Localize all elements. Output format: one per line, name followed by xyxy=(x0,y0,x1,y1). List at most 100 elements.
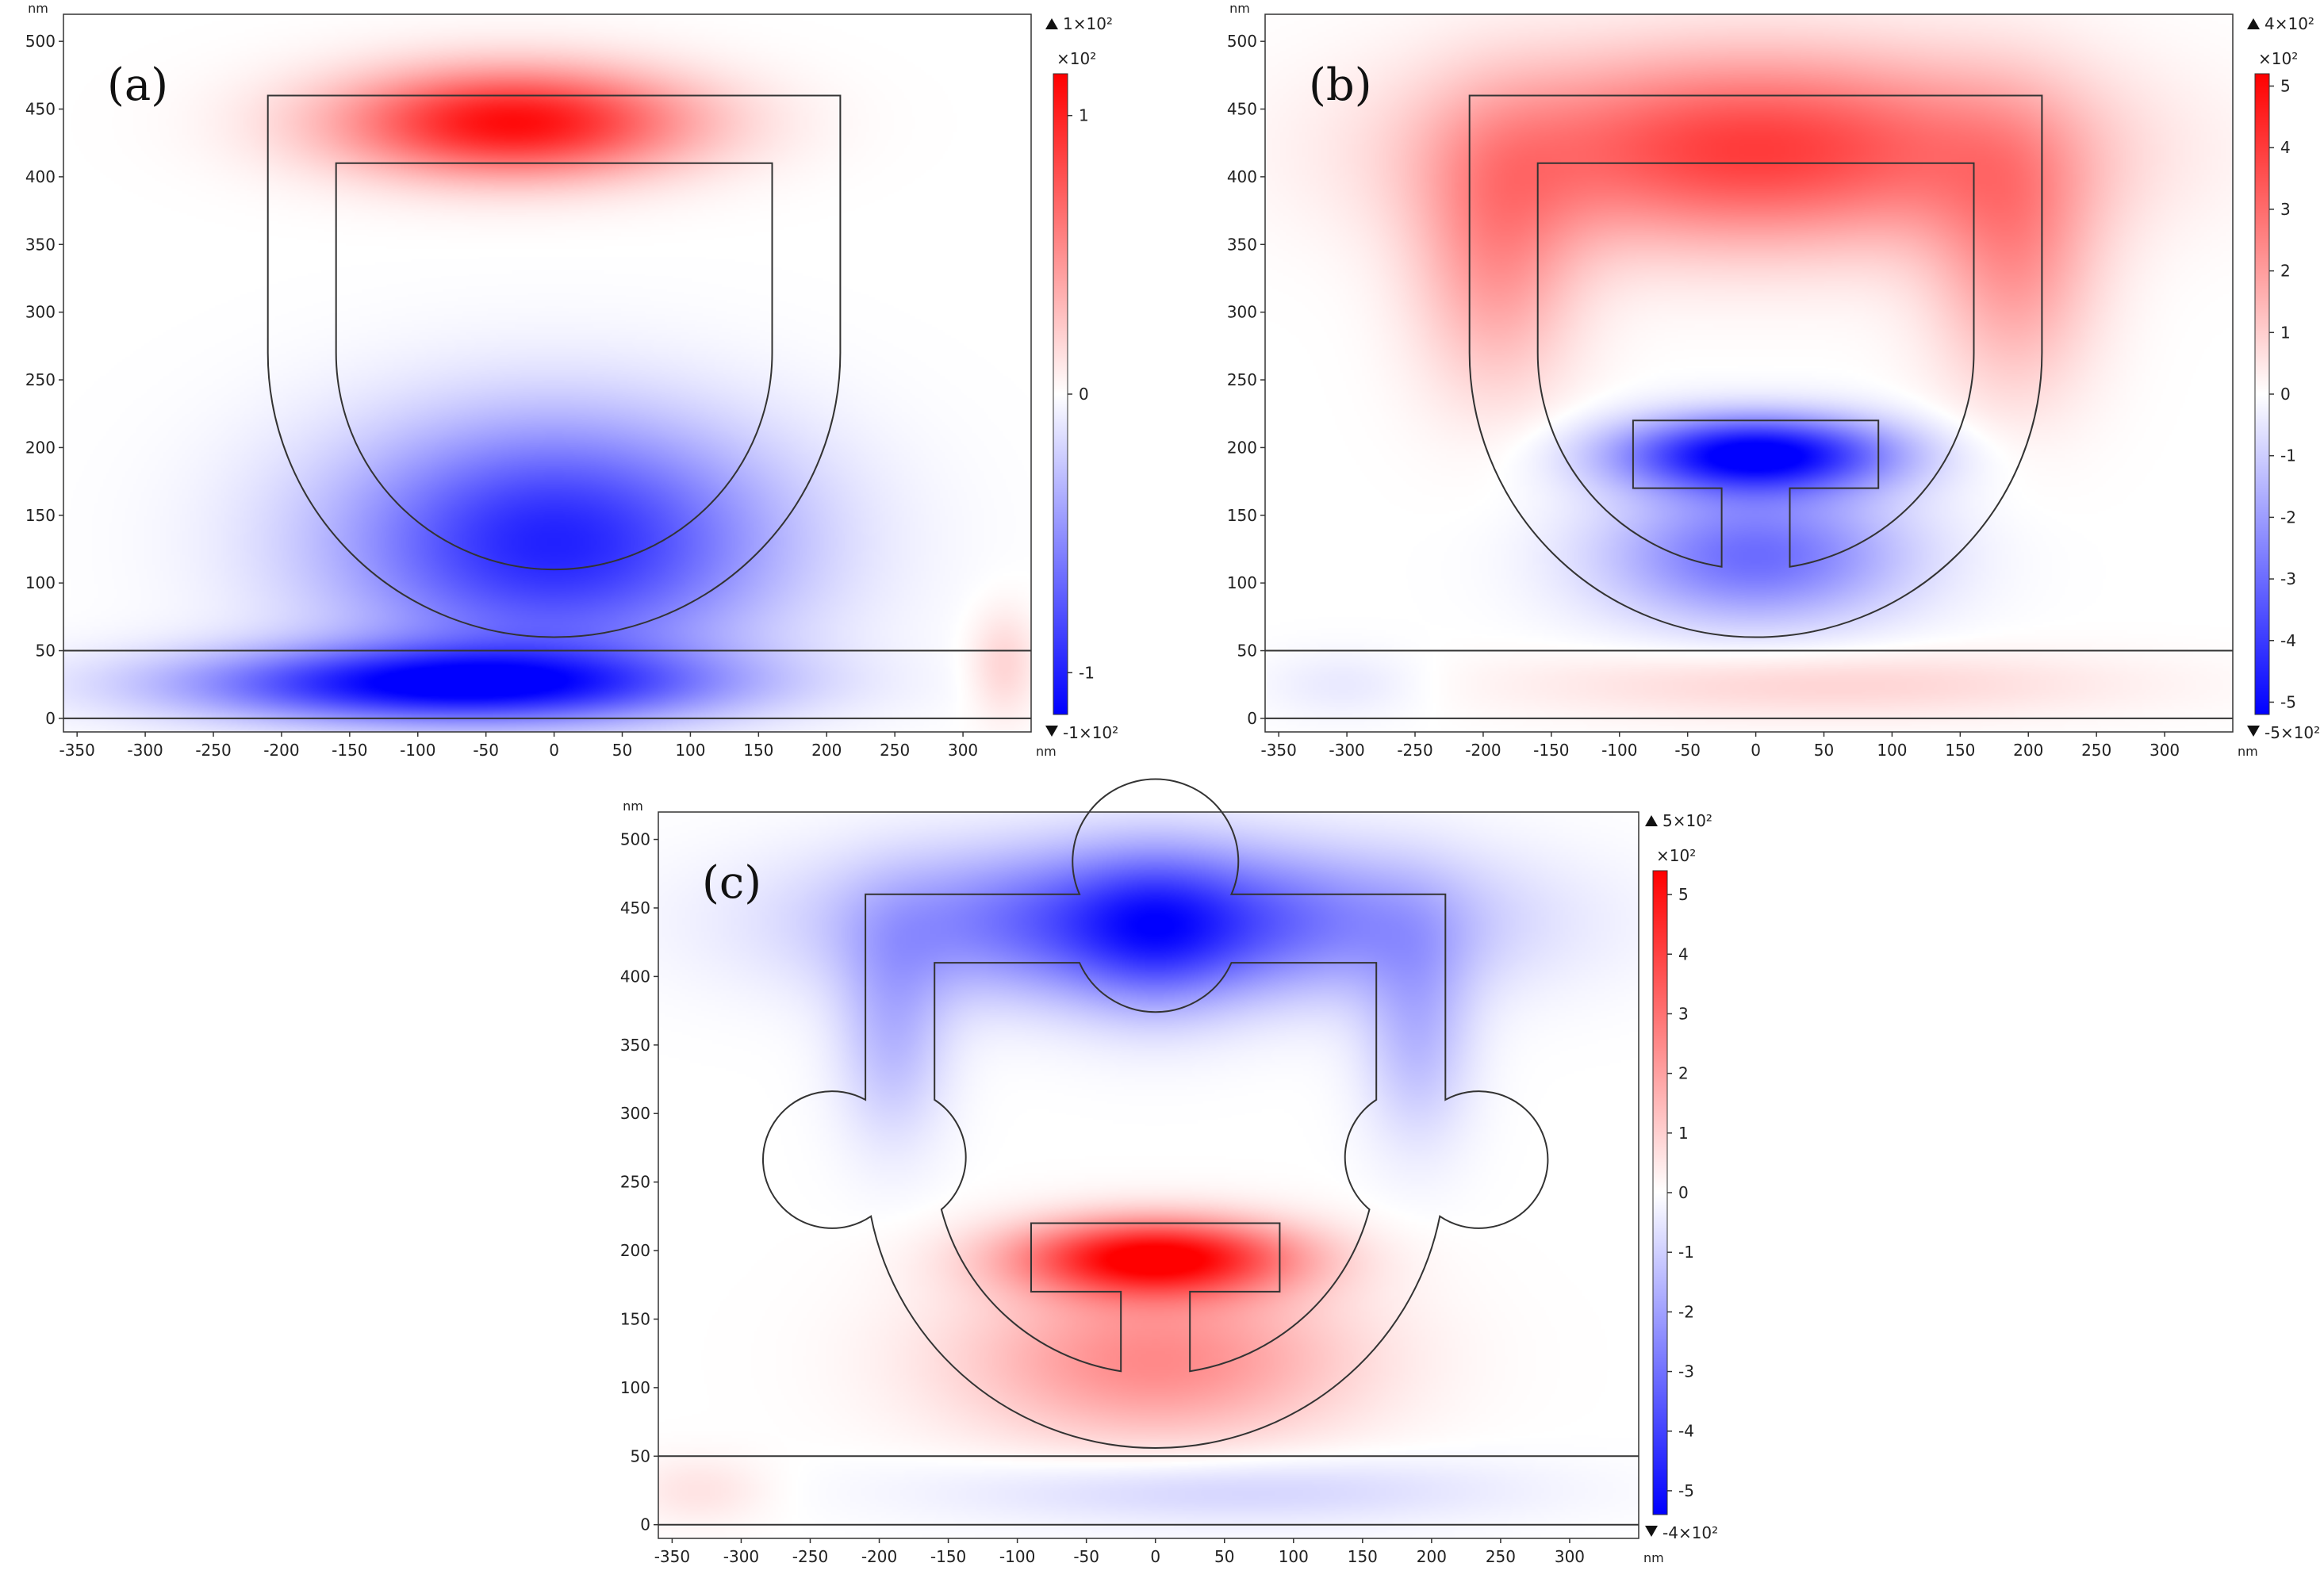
x-tick-label: -50 xyxy=(1674,741,1701,760)
y-tick-label: 300 xyxy=(1227,303,1257,322)
x-tick-label: 300 xyxy=(948,741,978,760)
colorbar-tick-label: 4 xyxy=(2280,138,2291,157)
y-tick-label: 50 xyxy=(1237,642,1257,661)
x-tick-label: 0 xyxy=(1751,741,1761,760)
x-tick-label: -200 xyxy=(861,1547,897,1566)
colorbar-tick-label: -4 xyxy=(2280,631,2296,650)
y-tick-label: 200 xyxy=(1227,438,1257,457)
colorbar-min-label: -1×10² xyxy=(1063,723,1118,742)
x-tick-label: -300 xyxy=(127,741,163,760)
x-tick-label: 50 xyxy=(1214,1547,1234,1566)
colorbar-scale-label: ×10² xyxy=(1057,49,1096,68)
y-tick-label: 450 xyxy=(25,100,56,119)
x-tick-label: 100 xyxy=(675,741,705,760)
y-tick-label: 350 xyxy=(25,235,56,254)
colorbar-max-label: 5×10² xyxy=(1662,811,1712,830)
x-tick-label: 50 xyxy=(612,741,632,760)
colorbar-tick-label: 1 xyxy=(2280,323,2291,342)
y-tick-label: 500 xyxy=(25,32,56,51)
x-tick-label: -250 xyxy=(195,741,231,760)
colorbar-max-label: 1×10² xyxy=(1063,14,1113,33)
y-tick-label: 200 xyxy=(620,1241,650,1260)
x-tick-label: -250 xyxy=(792,1547,828,1566)
panel-label: (c) xyxy=(702,857,761,909)
min-triangle-icon xyxy=(2247,726,2260,737)
x-tick-label: -150 xyxy=(930,1547,966,1566)
colorbar-tick-label: 0 xyxy=(1079,385,1089,404)
colorbar-tick-label: -3 xyxy=(1678,1362,1694,1381)
y-tick-label: 300 xyxy=(620,1104,650,1123)
colorbar-tick-label: 2 xyxy=(2280,262,2291,281)
y-tick-label: 400 xyxy=(1227,167,1257,186)
colorbar-scale-label: ×10² xyxy=(1656,846,1696,865)
y-tick-label: 0 xyxy=(1247,709,1257,728)
y-tick-label: 250 xyxy=(25,370,56,389)
y-tick-label: 300 xyxy=(25,303,56,322)
colorbar-min-label: -5×10² xyxy=(2265,723,2320,742)
y-tick-label: 500 xyxy=(1227,32,1257,51)
min-triangle-icon xyxy=(1645,1526,1658,1537)
x-tick-label: 300 xyxy=(1555,1547,1585,1566)
y-tick-label: 0 xyxy=(640,1515,650,1534)
field-map xyxy=(63,14,1031,732)
y-tick-label: 100 xyxy=(25,573,56,592)
panel-label: (b) xyxy=(1309,59,1372,111)
colorbar-tick-label: -2 xyxy=(1678,1302,1694,1321)
y-tick-label: 250 xyxy=(620,1173,650,1192)
y-unit-label: nm xyxy=(1229,1,1250,16)
x-tick-label: -150 xyxy=(332,741,367,760)
y-tick-label: 400 xyxy=(25,167,56,186)
ring-outer-outline xyxy=(1468,94,2043,638)
x-tick-label: -150 xyxy=(1533,741,1569,760)
x-tick-label: 200 xyxy=(811,741,842,760)
x-tick-label: -300 xyxy=(1329,741,1364,760)
panel-a: -350 -300 -250 -200 -150 -100 -50 0 50 100 150 200 2… xyxy=(25,1,1118,760)
ring-outer-outline xyxy=(267,94,842,638)
colorbar: 5 4 3 2 1 0 -1 -2 -3 -4 -5 4×10² ×10² -5×10² xyxy=(2247,14,2320,742)
colorbar-max-label: 4×10² xyxy=(2265,14,2314,33)
colorbar: 1 0 -1 1×10² ×10² -1×10² xyxy=(1045,14,1118,742)
colorbar-tick-label: 1 xyxy=(1678,1124,1689,1143)
field-map xyxy=(1265,14,2233,732)
y-tick-label: 450 xyxy=(620,898,650,917)
colorbar-tick-label: 5 xyxy=(2280,77,2291,96)
plot-frame xyxy=(63,13,1032,733)
y-tick-label: 350 xyxy=(1227,235,1257,254)
colorbar-tick-label: 5 xyxy=(1678,885,1689,904)
x-tick-label: 250 xyxy=(1486,1547,1516,1566)
x-tick-label: -350 xyxy=(59,741,94,760)
x-tick-label: 200 xyxy=(2013,741,2043,760)
colorbar: 5 4 3 2 1 0 -1 -2 -3 -4 -5 5×10² ×10² -4×10² xyxy=(1645,811,1718,1542)
x-tick-label: 50 xyxy=(1814,741,1834,760)
x-tick-label: 300 xyxy=(2150,741,2180,760)
x-tick-label: 200 xyxy=(1417,1547,1447,1566)
x-tick-label: -100 xyxy=(999,1547,1035,1566)
field-map xyxy=(658,812,1639,1538)
y-unit-label: nm xyxy=(623,799,643,814)
ring-inner-t-outline xyxy=(934,962,1378,1373)
y-tick-label: 50 xyxy=(631,1446,650,1465)
colorbar-tick-label: -1 xyxy=(2280,446,2296,465)
colorbar-tick-label: -1 xyxy=(1079,663,1095,682)
colorbar-tick-label: -4 xyxy=(1678,1422,1694,1441)
y-tick-label: 350 xyxy=(620,1036,650,1055)
colorbar-tick-label: 0 xyxy=(2280,385,2291,404)
min-triangle-icon xyxy=(1045,726,1058,737)
y-tick-label: 150 xyxy=(1227,506,1257,525)
colorbar-gradient xyxy=(1652,870,1668,1515)
x-unit-label: nm xyxy=(1036,744,1057,759)
colorbar-tick-label: 3 xyxy=(2280,200,2291,219)
plot-frame xyxy=(1264,13,2234,733)
ring-inner-t-outline xyxy=(1536,162,1975,568)
colorbar-tick-label: -5 xyxy=(1678,1481,1694,1500)
x-tick-label: -350 xyxy=(654,1547,690,1566)
ring-inner-outline xyxy=(335,162,773,571)
x-tick-label: -50 xyxy=(473,741,499,760)
y-tick-label: 200 xyxy=(25,438,56,457)
x-tick-label: -100 xyxy=(400,741,435,760)
y-tick-label: 50 xyxy=(36,642,56,661)
x-tick-label: 250 xyxy=(2081,741,2111,760)
max-triangle-icon xyxy=(2247,18,2260,29)
y-tick-label: 450 xyxy=(1227,100,1257,119)
